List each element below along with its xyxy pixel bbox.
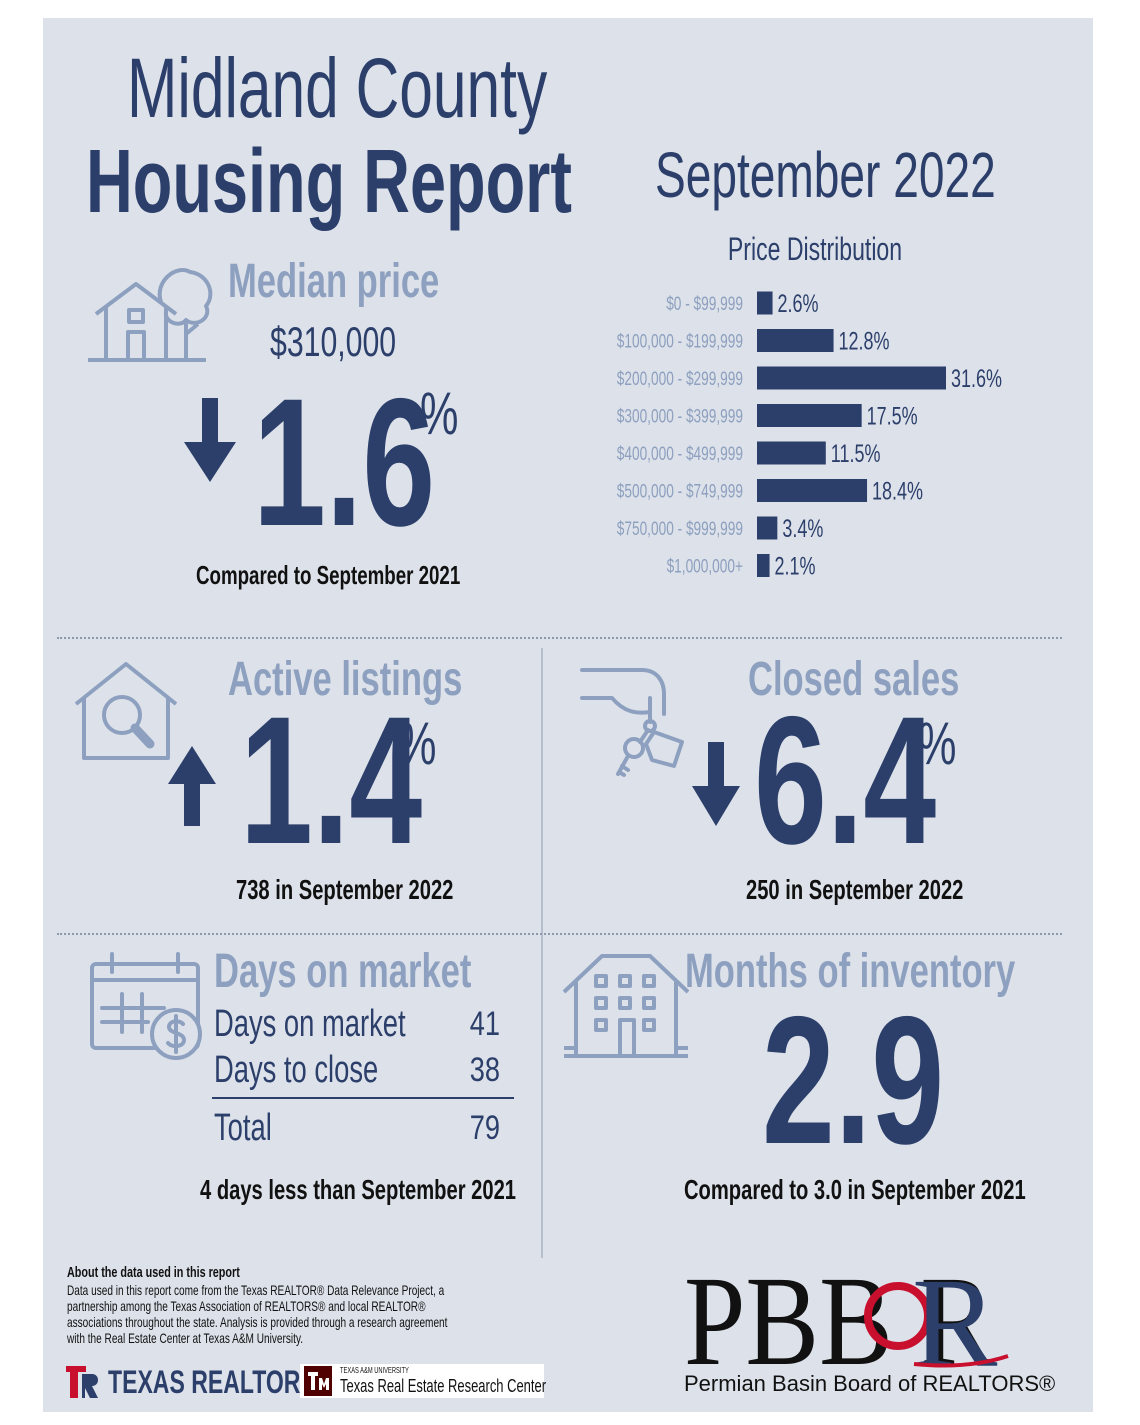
about-line-1: Data used in this report come from the T… bbox=[67, 1282, 445, 1298]
active-listings-detail: 738 in September 2022 bbox=[236, 874, 454, 905]
about-line-4: with the Real Estate Center at Texas A&M… bbox=[67, 1330, 304, 1346]
chart-bar bbox=[757, 479, 868, 502]
chart-value-label: 17.5% bbox=[867, 402, 918, 431]
about-line-3: associations throughout the state. Analy… bbox=[67, 1314, 448, 1330]
chart-bar bbox=[757, 329, 834, 352]
median-price-percent: % bbox=[420, 380, 459, 447]
chart-bar bbox=[757, 366, 946, 390]
months-inventory-label: Months of inventory bbox=[685, 945, 1016, 998]
pbbor-logo-mark: PBB R R bbox=[684, 1252, 1009, 1372]
active-listings-label: Active listings bbox=[228, 653, 463, 706]
chart-value-label: 12.8% bbox=[839, 327, 890, 356]
chart-bar bbox=[757, 404, 862, 427]
down-arrow-icon-2 bbox=[692, 742, 740, 826]
divider-middle bbox=[57, 933, 1062, 935]
calendar-dollar-icon bbox=[90, 952, 202, 1060]
chart-category-label: $100,000 - $199,999 bbox=[617, 330, 743, 352]
chart-bar bbox=[757, 441, 826, 465]
dom-total-rule bbox=[212, 1097, 514, 1099]
chart-category-label: $400,000 - $499,999 bbox=[617, 443, 743, 465]
house-search-icon bbox=[74, 662, 178, 760]
closed-sales-change: 6.4 bbox=[754, 678, 937, 882]
chart-value-label: 2.6% bbox=[778, 289, 819, 318]
active-listings-percent: % bbox=[398, 710, 437, 777]
svg-text:PBB R: PBB R bbox=[684, 1252, 995, 1372]
chart-category-label: $1,000,000+ bbox=[667, 555, 743, 577]
texas-realtors-logo-text: TEXAS REALTORS bbox=[108, 1364, 316, 1400]
median-price-comparison: Compared to September 2021 bbox=[196, 560, 461, 590]
months-inventory-value: 2.9 bbox=[762, 978, 945, 1182]
closed-sales-detail: 250 in September 2022 bbox=[746, 874, 964, 905]
median-price-value: $310,000 bbox=[270, 318, 397, 365]
active-listings-change: 1.4 bbox=[240, 678, 423, 882]
chart-value-label: 2.1% bbox=[775, 552, 816, 581]
closed-sales-label: Closed sales bbox=[748, 653, 960, 706]
title-line-1: Midland County bbox=[127, 41, 548, 135]
house-tree-icon bbox=[88, 268, 213, 362]
chart-value-label: 11.5% bbox=[831, 439, 881, 468]
chart-bar bbox=[757, 291, 773, 315]
down-arrow-icon bbox=[184, 398, 236, 482]
chart-category-label: $500,000 - $749,999 bbox=[617, 480, 743, 502]
chart-category-label: $750,000 - $999,999 bbox=[617, 518, 743, 540]
chart-title: Price Distribution bbox=[727, 231, 903, 267]
svg-text:R: R bbox=[912, 1252, 998, 1372]
hand-keys-icon bbox=[580, 668, 684, 777]
divider-vertical bbox=[541, 648, 543, 1258]
report-period: September 2022 bbox=[655, 139, 996, 211]
chart-bar bbox=[757, 516, 778, 540]
tamu-small-text: TEXAS A&M UNIVERSITY bbox=[340, 1366, 409, 1375]
price-distribution-chart: $0 - $99,999 2.6% $100,000 - $199,999 12.8%… bbox=[560, 285, 1040, 585]
dom-row-label-2: Days to close bbox=[214, 1049, 379, 1091]
about-line-2: partnership among the Texas Association … bbox=[67, 1298, 426, 1314]
median-price-change: 1.6 bbox=[253, 360, 436, 564]
chart-value-label: 18.4% bbox=[872, 477, 923, 506]
chart-value-label: 31.6% bbox=[951, 364, 1002, 393]
dom-row-value-2: 38 bbox=[469, 1051, 500, 1089]
chart-svg: $0 - $99,999 2.6% $100,000 - $199,999 12.8%… bbox=[617, 289, 1002, 581]
tamu-center-text: Texas Real Estate Research Center bbox=[340, 1376, 547, 1396]
dom-comparison: 4 days less than September 2021 bbox=[200, 1174, 517, 1205]
dom-row-label-1: Days on market bbox=[214, 1003, 406, 1045]
closed-sales-percent: % bbox=[918, 710, 957, 777]
months-inventory-comparison: Compared to 3.0 in September 2021 bbox=[684, 1174, 1026, 1205]
dom-total-value: 79 bbox=[469, 1109, 500, 1147]
divider-top bbox=[57, 637, 1062, 639]
chart-category-label: $300,000 - $399,999 bbox=[617, 405, 743, 427]
tamu-mark-icon bbox=[304, 1366, 332, 1396]
dom-row-value-1: 41 bbox=[469, 1005, 500, 1043]
chart-category-label: $200,000 - $299,999 bbox=[617, 368, 743, 390]
median-price-label: Median price bbox=[228, 255, 440, 308]
chart-bar bbox=[757, 554, 770, 577]
tamu-logo-box bbox=[300, 1364, 544, 1398]
about-title: About the data used in this report bbox=[67, 1264, 240, 1281]
days-on-market-label: Days on market bbox=[214, 945, 472, 998]
report-card bbox=[43, 18, 1093, 1412]
texas-realtors-mark-icon bbox=[66, 1366, 98, 1398]
up-arrow-icon bbox=[168, 746, 216, 826]
title-line-2: Housing Report bbox=[86, 132, 572, 232]
dom-total-label: Total bbox=[214, 1107, 272, 1149]
chart-value-label: 3.4% bbox=[782, 514, 823, 543]
pbbor-name: Permian Basin Board of REALTORS® bbox=[684, 1371, 1056, 1396]
building-icon bbox=[562, 954, 690, 1058]
chart-category-label: $0 - $99,999 bbox=[666, 293, 743, 315]
